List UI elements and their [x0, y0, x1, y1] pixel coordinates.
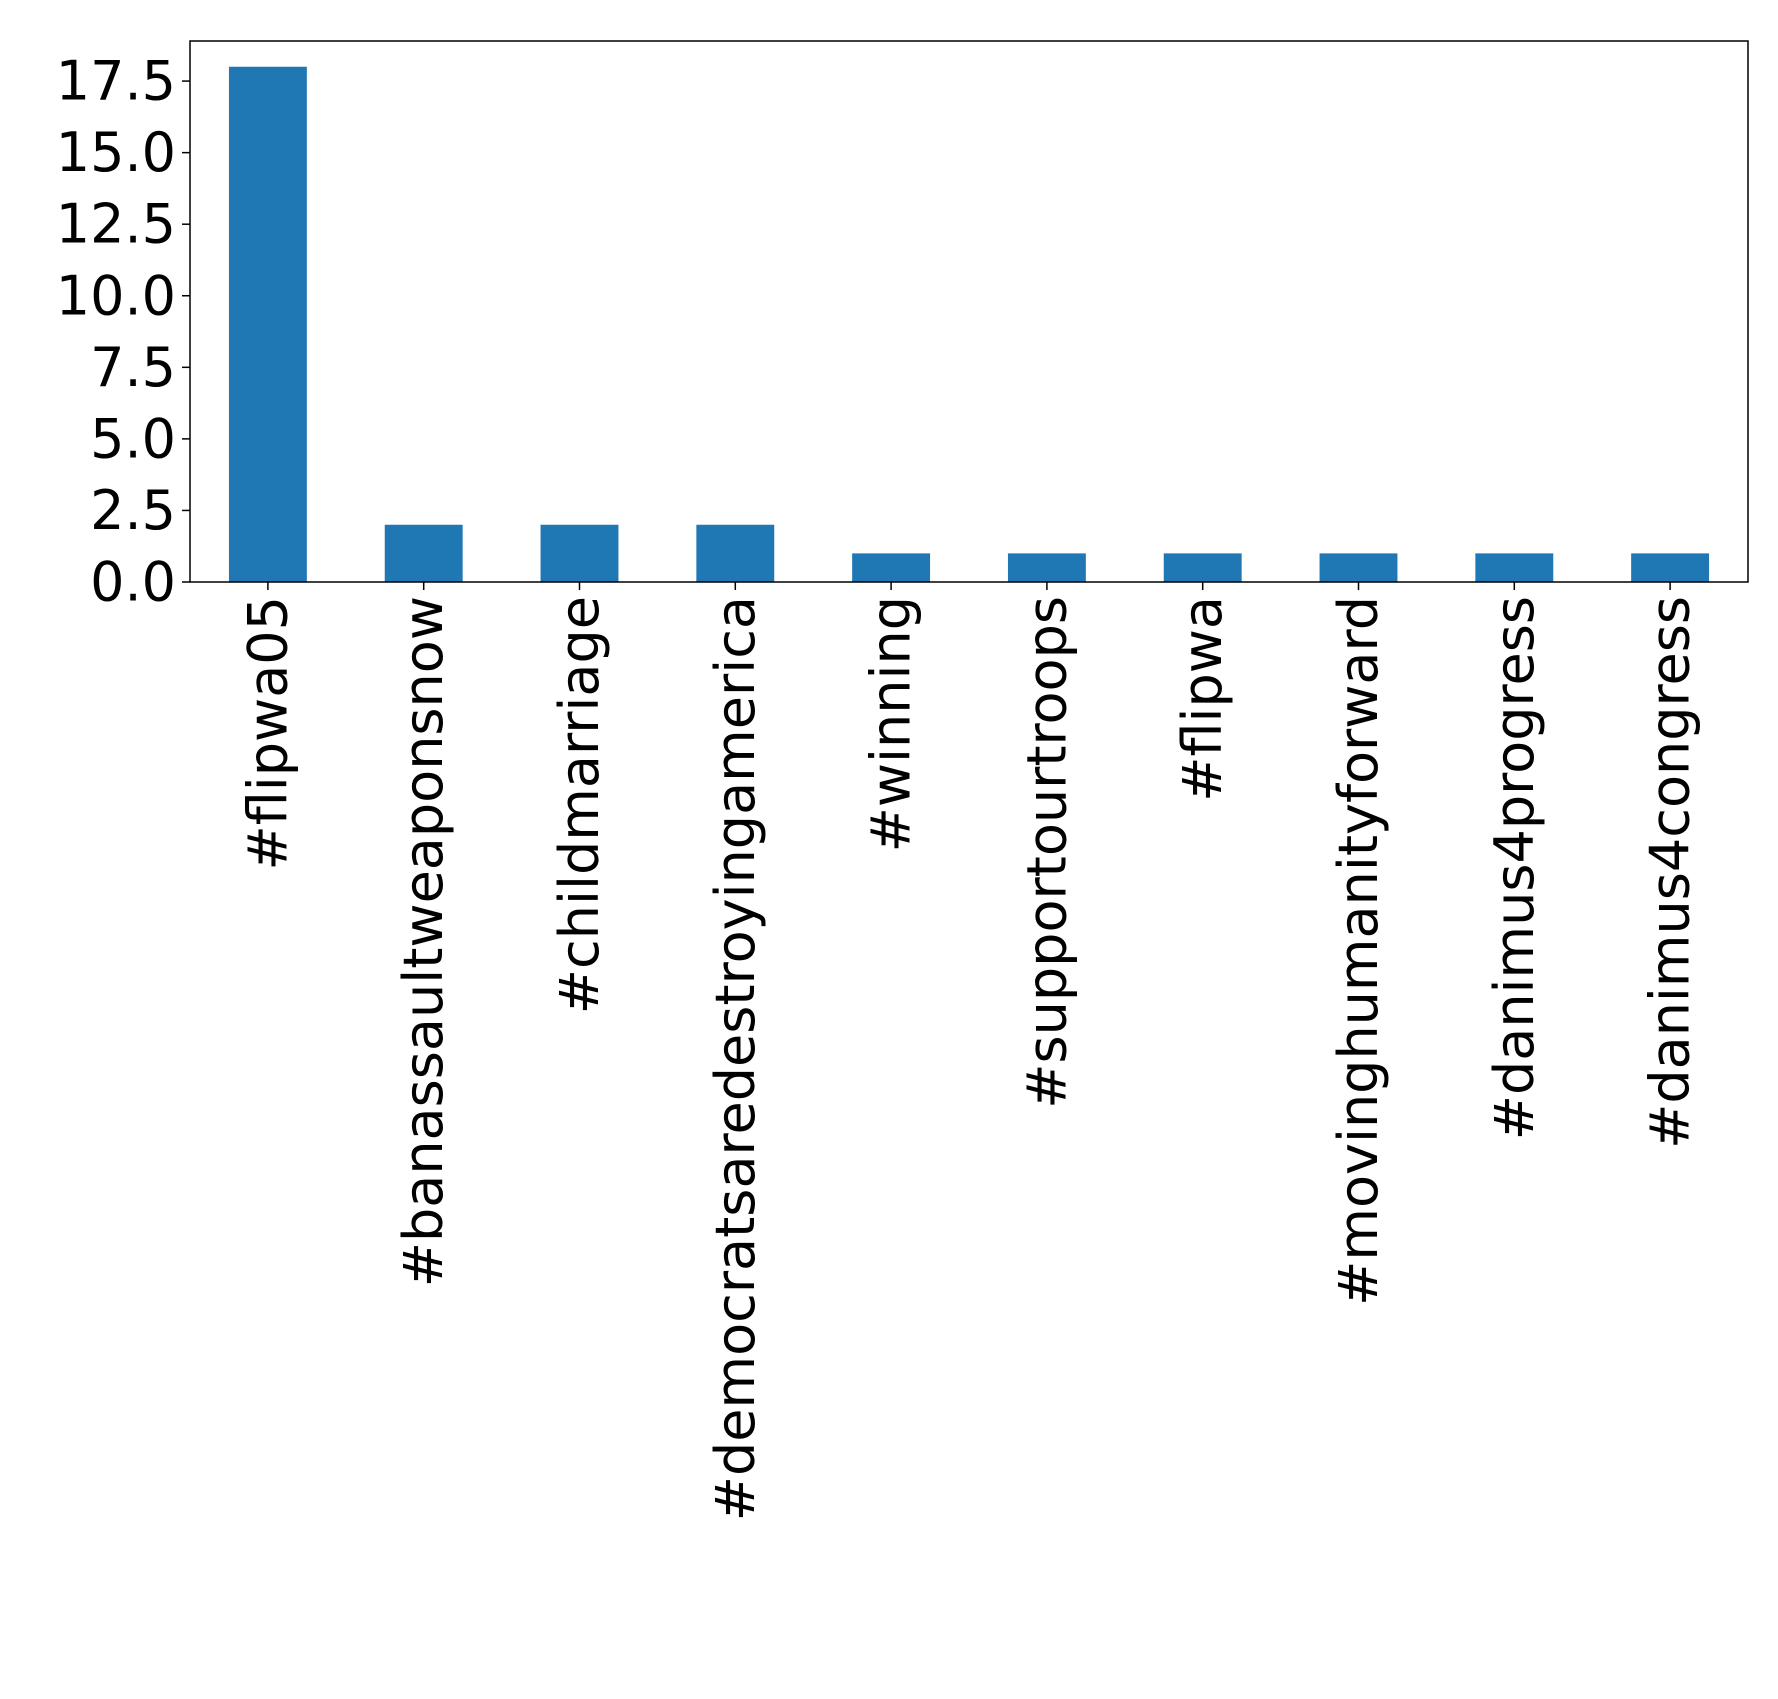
bar — [1007, 553, 1086, 582]
x-tick-label: #democratsaredestroyingamerica — [704, 596, 767, 1521]
bar — [1631, 553, 1710, 582]
x-tick-label: #winning — [860, 596, 923, 852]
bar — [852, 553, 931, 582]
plot-frame — [189, 40, 1749, 583]
y-tick-label: 7.5 — [90, 336, 176, 399]
y-tick-label: 15.0 — [56, 121, 176, 184]
x-axis: #flipwa05 #banassaultweaponsnow #childmarr… — [236, 582, 1702, 1521]
bar — [540, 524, 619, 582]
bar — [696, 524, 775, 582]
y-tick-label: 5.0 — [90, 407, 176, 470]
x-tick-label: #flipwa — [1171, 596, 1234, 802]
bar — [384, 524, 463, 582]
x-tick-label: #movinghumanityforward — [1327, 596, 1390, 1306]
y-tick-label: 17.5 — [56, 50, 176, 113]
bar — [1475, 553, 1554, 582]
bars-group — [228, 66, 1710, 582]
bar — [1163, 553, 1242, 582]
y-tick-label: 12.5 — [56, 193, 176, 256]
bar — [1319, 553, 1398, 582]
x-tick-label: #flipwa05 — [236, 596, 299, 871]
x-tick-label: #danimus4progress — [1483, 596, 1546, 1140]
y-tick-label: 2.5 — [90, 479, 176, 542]
x-tick-label: #childmarriage — [548, 596, 611, 1014]
x-tick-label: #banassaultweaponsnow — [392, 596, 455, 1287]
y-tick-label: 10.0 — [56, 264, 176, 327]
y-tick-label: 0.0 — [90, 551, 176, 614]
x-tick-label: #danimus4congress — [1639, 596, 1702, 1149]
y-axis: 0.0 2.5 5.0 7.5 10.0 12.5 15.0 17.5 — [56, 50, 190, 614]
x-tick-label: #supportourtroops — [1015, 596, 1078, 1109]
bar — [228, 66, 307, 582]
